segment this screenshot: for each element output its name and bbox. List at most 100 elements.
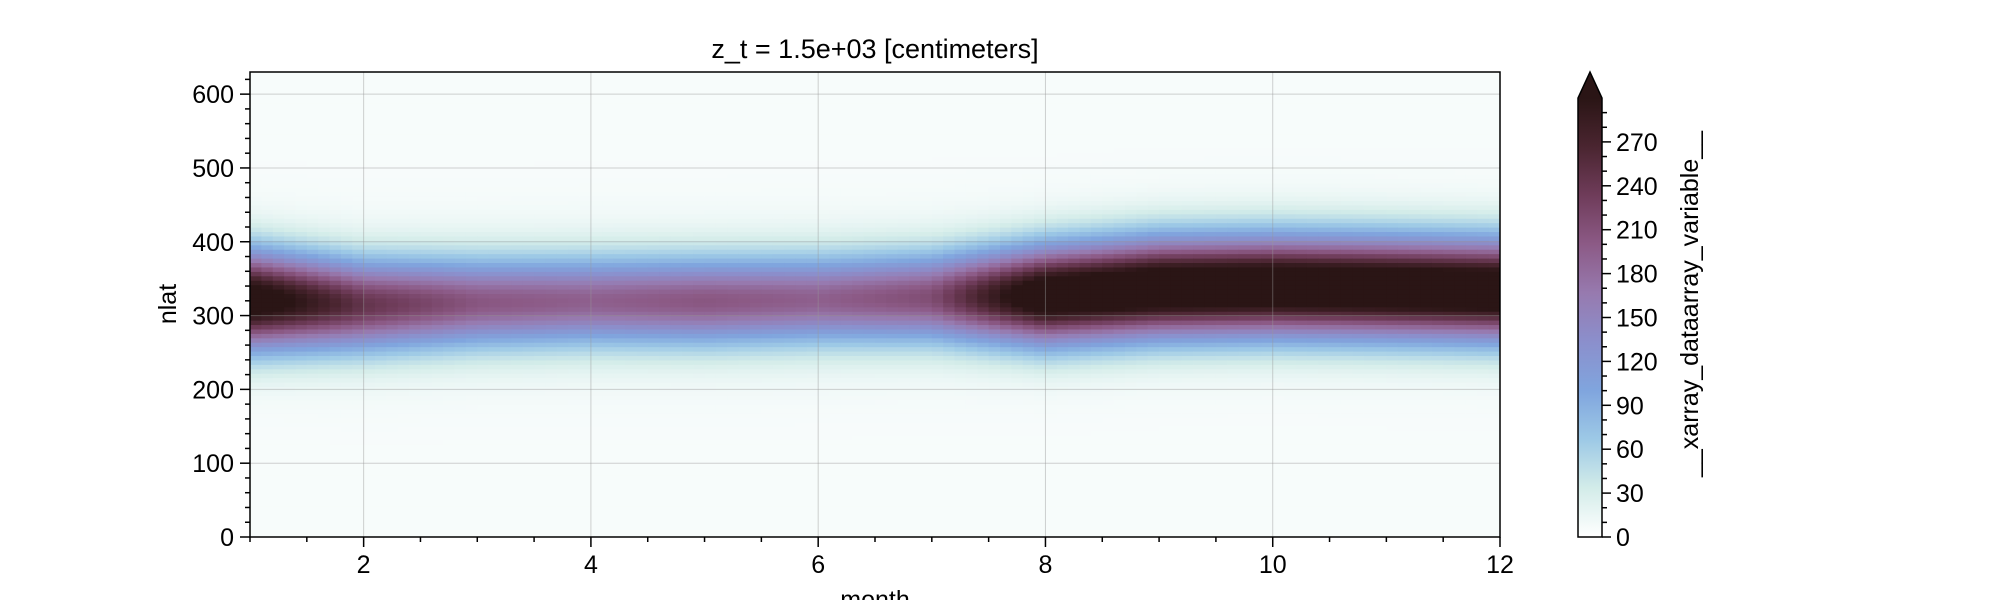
heatmap-cell	[704, 249, 717, 255]
heatmap-cell	[670, 528, 683, 534]
heatmap-cell	[250, 240, 262, 246]
heatmap-cell	[670, 373, 683, 379]
heatmap-cell	[363, 165, 376, 171]
heatmap-cell	[772, 426, 785, 432]
heatmap-cell	[670, 76, 683, 82]
heatmap-cell	[534, 421, 547, 427]
heatmap-cell	[750, 483, 762, 489]
heatmap-cell	[295, 448, 308, 454]
heatmap-cell	[727, 386, 740, 392]
heatmap-cell	[375, 395, 387, 401]
heatmap-cell	[295, 284, 308, 290]
heatmap-cell	[284, 200, 297, 206]
heatmap-cell	[659, 461, 672, 467]
heatmap-cell	[727, 519, 740, 525]
heatmap-cell	[500, 373, 512, 379]
heatmap-cell	[443, 417, 456, 423]
heatmap-cell	[250, 209, 262, 215]
heatmap-cell	[329, 76, 342, 82]
heatmap-cell	[409, 501, 422, 507]
heatmap-cell	[784, 333, 797, 339]
heatmap-cell	[647, 404, 660, 410]
heatmap-cell	[681, 85, 694, 91]
heatmap-cell	[738, 386, 751, 392]
heatmap-cell	[545, 293, 558, 299]
heatmap-cell	[534, 200, 547, 206]
heatmap-cell	[500, 457, 512, 463]
heatmap-cell	[306, 107, 319, 113]
heatmap-cell	[352, 324, 365, 330]
heatmap-cell	[272, 253, 285, 259]
heatmap-cell	[363, 337, 376, 343]
heatmap-cell	[397, 235, 410, 241]
heatmap-cell	[750, 408, 762, 414]
heatmap-cell	[602, 404, 615, 410]
heatmap-cell	[761, 523, 774, 529]
heatmap-cell	[375, 116, 387, 122]
heatmap-cell	[556, 337, 569, 343]
heatmap-cell	[511, 377, 524, 383]
heatmap-cell	[659, 497, 672, 503]
heatmap-cell	[329, 351, 342, 357]
heatmap-cell	[750, 506, 762, 512]
heatmap-cell	[409, 235, 422, 241]
heatmap-cell	[409, 404, 422, 410]
heatmap-cell	[250, 182, 262, 188]
heatmap-cell	[454, 346, 467, 352]
heatmap-cell	[488, 395, 501, 401]
heatmap-cell	[261, 302, 274, 308]
heatmap-cell	[363, 364, 376, 370]
heatmap-cell	[625, 271, 637, 277]
heatmap-cell	[681, 439, 694, 445]
heatmap-cell	[409, 510, 422, 516]
heatmap-cell	[397, 111, 410, 117]
heatmap-cell	[295, 204, 308, 210]
heatmap-cell	[477, 452, 490, 458]
heatmap-cell	[534, 404, 547, 410]
heatmap-cell	[772, 85, 785, 91]
heatmap-cell	[340, 125, 353, 131]
heatmap-cell	[715, 461, 728, 467]
heatmap-cell	[738, 506, 751, 512]
heatmap-cell	[318, 501, 331, 507]
heatmap-cell	[352, 134, 365, 140]
heatmap-cell	[511, 227, 524, 233]
heatmap-cell	[715, 76, 728, 82]
heatmap-cell	[477, 368, 490, 374]
heatmap-cell	[306, 80, 319, 86]
heatmap-cell	[465, 382, 478, 388]
heatmap-cell	[613, 244, 626, 250]
heatmap-cell	[727, 523, 740, 529]
heatmap-cell	[670, 501, 683, 507]
heatmap-cell	[727, 488, 740, 494]
heatmap-cell	[750, 103, 762, 109]
heatmap-cell	[715, 408, 728, 414]
heatmap-cell	[545, 204, 558, 210]
heatmap-cell	[772, 519, 785, 525]
heatmap-cell	[352, 501, 365, 507]
heatmap-cell	[761, 426, 774, 432]
heatmap-cell	[636, 271, 649, 277]
heatmap-cell	[761, 435, 774, 441]
heatmap-cell	[670, 452, 683, 458]
heatmap-cell	[579, 510, 592, 516]
heatmap-cell	[284, 413, 297, 419]
heatmap-cell	[772, 196, 785, 202]
heatmap-cell	[250, 514, 262, 520]
heatmap-cell	[659, 227, 672, 233]
heatmap-cell	[272, 333, 285, 339]
heatmap-cell	[602, 151, 615, 157]
heatmap-cell	[534, 191, 547, 197]
heatmap-cell	[477, 271, 490, 277]
heatmap-cell	[318, 395, 331, 401]
heatmap-cell	[306, 408, 319, 414]
heatmap-cell	[340, 280, 353, 286]
heatmap-cell	[750, 311, 762, 317]
heatmap-cell	[750, 80, 762, 86]
heatmap-cell	[420, 333, 433, 339]
heatmap-cell	[750, 399, 762, 405]
heatmap-cell	[602, 492, 615, 498]
heatmap-cell	[579, 448, 592, 454]
heatmap-cell	[727, 138, 740, 144]
heatmap-cell	[625, 404, 637, 410]
